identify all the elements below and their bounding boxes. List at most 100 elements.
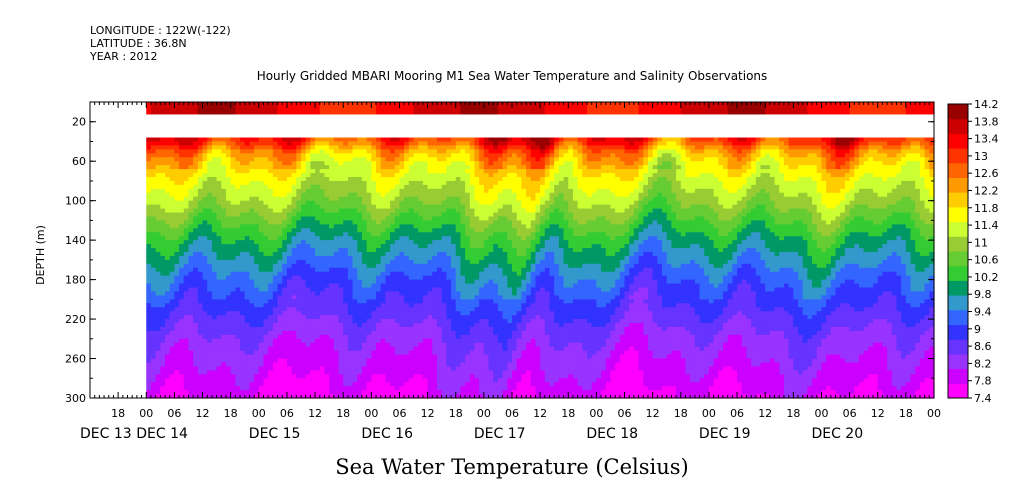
heat-cell [249, 228, 255, 233]
heat-cell [277, 176, 283, 182]
heat-cell [296, 184, 302, 190]
heat-cell [174, 145, 180, 150]
heat-cell [254, 180, 260, 186]
heat-cell [404, 319, 410, 324]
heat-cell [235, 161, 241, 166]
heat-cell [193, 102, 199, 107]
heat-cell [225, 232, 232, 237]
heat-cell [361, 374, 368, 379]
heat-cell [329, 311, 335, 316]
heat-cell [399, 192, 405, 198]
heat-cell [366, 263, 372, 269]
heat-cell [408, 338, 415, 344]
heat-cell [155, 299, 161, 304]
heat-cell [427, 200, 433, 206]
heat-cell [432, 319, 438, 324]
heat-cell [361, 204, 368, 210]
heat-cell [418, 275, 424, 281]
heat-cell [390, 157, 396, 162]
heat-cell [361, 180, 368, 186]
heat-cell [399, 228, 405, 233]
heat-cell [197, 295, 204, 300]
heat-cell [193, 374, 199, 379]
heat-cell [474, 157, 480, 162]
heat-cell [319, 141, 326, 147]
heat-cell [150, 279, 157, 285]
heat-cell [446, 330, 452, 336]
heat-cell [432, 244, 438, 249]
heat-cell [366, 188, 372, 194]
heat-cell [394, 354, 401, 360]
heat-cell [174, 342, 180, 348]
heat-cell [380, 267, 386, 273]
heat-cell [258, 173, 265, 178]
heat-cell [244, 394, 251, 399]
heat-cell [169, 161, 175, 166]
heat-cell [305, 374, 311, 379]
heat-cell [413, 224, 419, 229]
heat-cell [413, 366, 419, 371]
heat-cell [249, 157, 255, 162]
heat-cell [343, 149, 349, 154]
heat-cell [465, 169, 471, 174]
heat-cell [408, 394, 415, 399]
heat-cell [193, 299, 199, 304]
heat-cell [371, 362, 377, 368]
heat-cell [413, 216, 419, 221]
heat-cell [207, 334, 213, 340]
heat-cell [394, 153, 401, 158]
heat-cell [324, 102, 330, 107]
heat-cell [240, 228, 246, 233]
heat-cell [291, 232, 297, 237]
heat-cell [286, 188, 293, 194]
heat-cell [479, 303, 485, 308]
heat-cell [235, 386, 241, 391]
heat-cell [404, 291, 410, 296]
heat-cell [380, 208, 386, 214]
heat-cell [376, 216, 382, 221]
heat-cell [436, 212, 443, 218]
heat-cell [469, 161, 476, 166]
heat-cell [436, 216, 443, 221]
heat-cell [324, 228, 330, 233]
heat-cell [413, 263, 419, 269]
heat-cell [352, 208, 358, 214]
heat-cell [319, 184, 326, 190]
heat-cell [254, 330, 260, 336]
heat-cell [441, 354, 447, 360]
heat-cell [366, 334, 372, 340]
heat-cell [347, 370, 354, 375]
heat-cell [225, 255, 232, 261]
heat-cell [258, 204, 265, 210]
heat-cell [343, 244, 349, 249]
heat-cell [347, 319, 354, 324]
heat-cell [343, 165, 349, 170]
heat-cell [422, 244, 429, 249]
heat-cell [146, 169, 152, 174]
heat-cell [343, 330, 349, 336]
heat-cell [244, 378, 251, 383]
heat-cell [211, 216, 218, 221]
heat-cell [150, 291, 157, 296]
heat-cell [272, 295, 279, 300]
heat-cell [324, 105, 330, 111]
heat-cell [188, 326, 194, 332]
heat-cell [150, 374, 157, 379]
heat-cell [436, 378, 443, 383]
heat-cell [329, 161, 335, 166]
heat-cell [179, 350, 185, 356]
heat-cell [343, 319, 349, 324]
heat-cell [422, 299, 429, 304]
heat-cell [451, 220, 457, 225]
heat-cell [390, 224, 396, 229]
heat-cell [301, 244, 307, 249]
heat-cell [174, 354, 180, 360]
heat-cell [272, 141, 279, 147]
heat-cell [216, 157, 222, 162]
heat-cell [333, 204, 340, 210]
heat-cell [188, 319, 194, 324]
heat-cell [183, 240, 190, 245]
heat-cell [390, 212, 396, 218]
heat-cell [211, 334, 218, 340]
heat-cell [460, 350, 466, 356]
